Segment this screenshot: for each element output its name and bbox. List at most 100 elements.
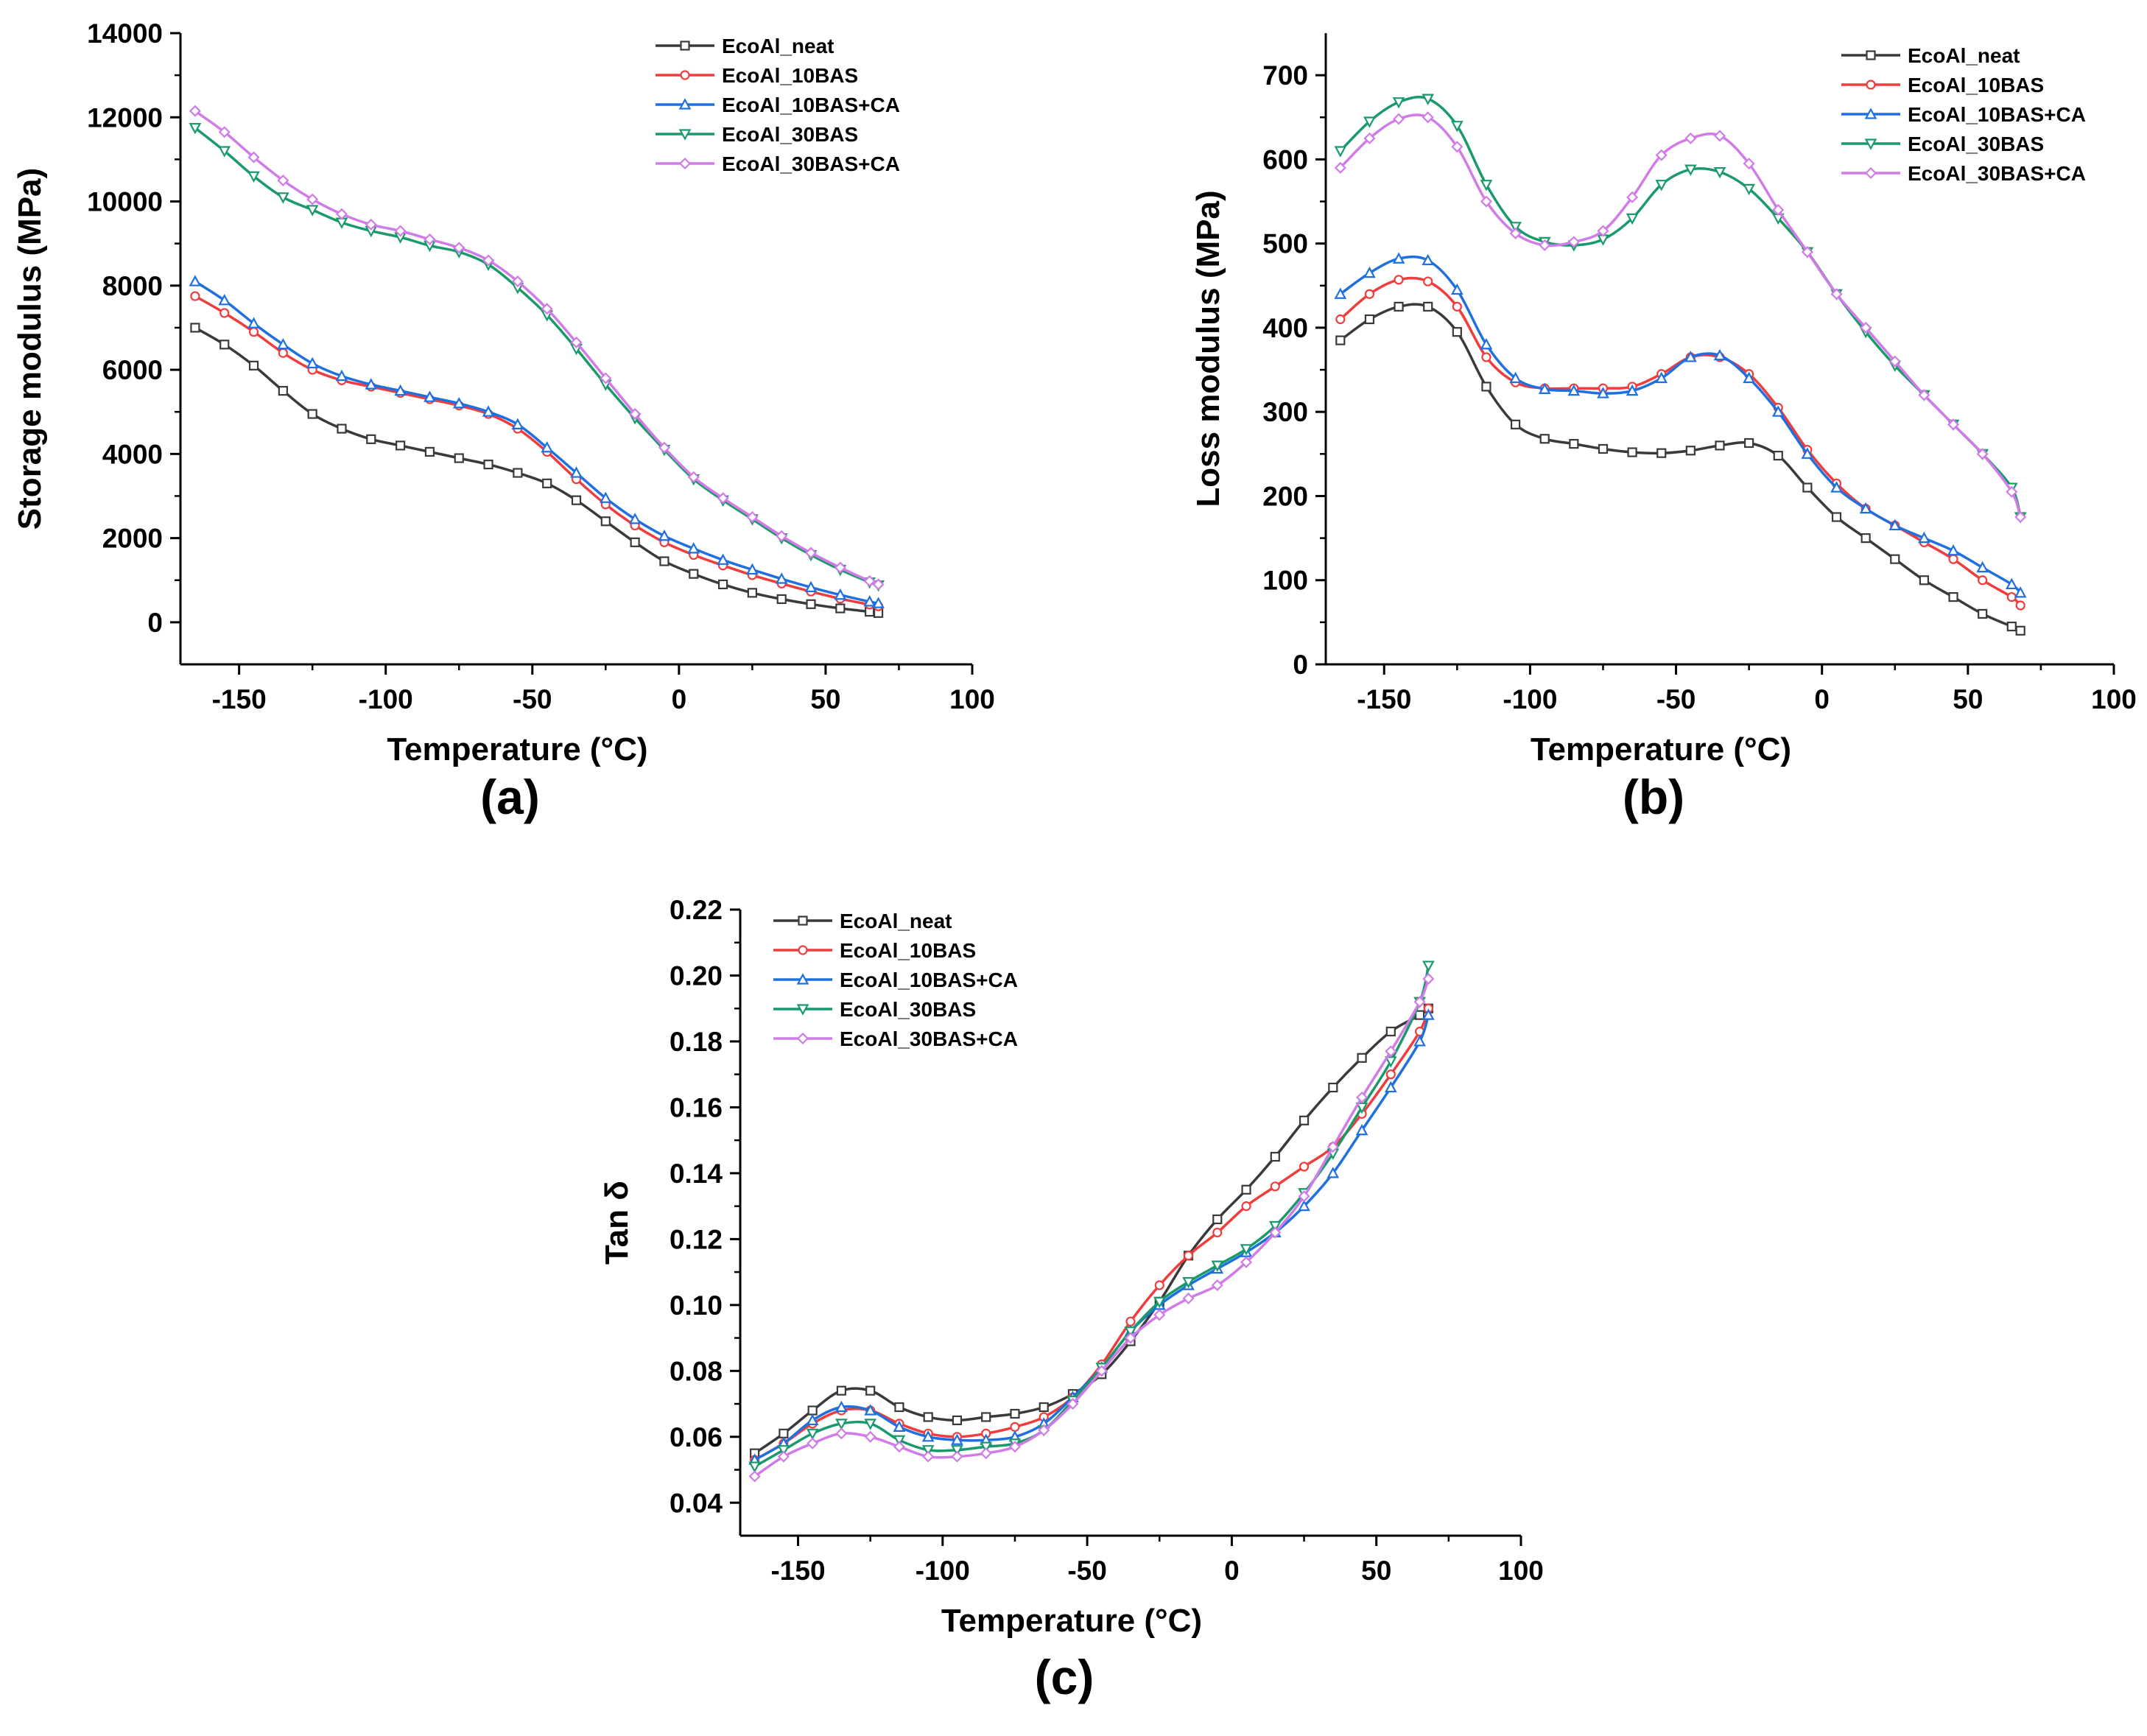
data-point bbox=[1860, 533, 1871, 544]
data-point bbox=[1713, 130, 1726, 142]
data-point bbox=[1509, 227, 1522, 240]
data-point bbox=[1385, 1045, 1397, 1058]
data-point bbox=[1655, 149, 1668, 161]
data-point bbox=[1743, 158, 1755, 170]
data-point bbox=[1598, 443, 1609, 454]
data-point bbox=[1567, 384, 1581, 396]
data-point bbox=[599, 491, 612, 503]
data-point bbox=[1384, 1080, 1397, 1093]
data-point bbox=[1801, 447, 1814, 459]
data-point bbox=[1270, 1181, 1280, 1192]
y-tick-label: 0 bbox=[1293, 650, 1308, 680]
y-tick-label: 200 bbox=[1262, 481, 1308, 511]
data-point bbox=[542, 478, 552, 488]
legend-entry: EcoAl_10BAS bbox=[840, 939, 976, 962]
data-point bbox=[2014, 510, 2027, 524]
legend-marker bbox=[678, 129, 692, 141]
data-point bbox=[1655, 180, 1668, 191]
y-tick-label: 0.20 bbox=[670, 960, 723, 991]
data-point bbox=[629, 408, 642, 421]
data-point bbox=[1888, 519, 1902, 531]
data-point bbox=[1393, 113, 1405, 125]
series-line bbox=[194, 110, 879, 586]
data-point bbox=[218, 126, 231, 138]
x-tick-label: -100 bbox=[1503, 684, 1557, 714]
data-point bbox=[1597, 387, 1609, 398]
y-tick-label: 0.06 bbox=[670, 1422, 723, 1452]
data-point bbox=[1422, 960, 1435, 972]
data-point bbox=[306, 356, 319, 369]
data-point bbox=[1685, 446, 1696, 456]
data-point bbox=[1684, 132, 1697, 144]
y-tick-label: 8000 bbox=[102, 271, 163, 301]
data-point bbox=[893, 1420, 906, 1432]
data-point bbox=[394, 225, 407, 237]
data-point bbox=[893, 1435, 906, 1447]
y-tick-label: 600 bbox=[1262, 144, 1308, 175]
series-line bbox=[194, 295, 879, 608]
data-point bbox=[1299, 1115, 1310, 1125]
data-point bbox=[1509, 371, 1522, 384]
data-point bbox=[952, 1415, 963, 1426]
x-tick-label: -100 bbox=[916, 1556, 970, 1586]
legend-entry: EcoAl_30BAS bbox=[840, 998, 976, 1021]
chart-panel-3: -150 -100 -50 0 50 100 0.04 0.06 0.08 0.10 0.12 0.1… bbox=[599, 895, 1544, 1704]
y-tick-label: 6000 bbox=[102, 355, 163, 385]
data-point bbox=[424, 446, 435, 457]
data-point bbox=[1948, 554, 1958, 564]
y-tick-label: 0 bbox=[147, 608, 163, 638]
legend: EcoAl_neat EcoAl_10BAS EcoAl_10BAS+CA EcoAl… bbox=[1841, 44, 2086, 185]
data-point bbox=[1422, 972, 1435, 985]
data-point bbox=[922, 1450, 935, 1463]
data-point bbox=[1976, 560, 1989, 573]
data-point bbox=[775, 572, 788, 584]
y-tick-label: 10000 bbox=[87, 187, 163, 217]
data-point bbox=[658, 441, 671, 454]
data-point bbox=[1860, 321, 1872, 334]
data-point bbox=[1452, 327, 1462, 337]
legend-entry: EcoAl_30BAS+CA bbox=[1908, 162, 2086, 185]
data-point bbox=[806, 599, 816, 609]
y-tick-label: 0.04 bbox=[670, 1488, 723, 1518]
data-point bbox=[1038, 1424, 1050, 1436]
data-point bbox=[1355, 1123, 1368, 1136]
data-point bbox=[483, 460, 493, 470]
data-point bbox=[1182, 1276, 1195, 1289]
x-tick-label: 50 bbox=[1953, 684, 1983, 714]
legend-entry: EcoAl_10BAS+CA bbox=[840, 969, 1018, 991]
data-point bbox=[872, 578, 885, 591]
y-tick-label: 400 bbox=[1262, 313, 1308, 343]
data-point bbox=[248, 360, 259, 370]
data-point bbox=[1326, 1167, 1340, 1178]
legend-marker bbox=[680, 41, 690, 51]
data-point bbox=[687, 471, 700, 483]
data-point bbox=[1422, 94, 1435, 105]
data-point bbox=[687, 542, 700, 554]
series-EcoAl_30BAS+CA bbox=[748, 972, 1435, 1483]
data-point bbox=[1978, 575, 1988, 586]
data-point bbox=[2006, 621, 2017, 632]
data-point bbox=[1334, 146, 1347, 158]
chart-panel-2: -150 -100 -50 0 50 100 0 100 200 300 400 500 600 700 T… bbox=[1190, 33, 2137, 824]
data-point bbox=[189, 122, 202, 135]
series-EcoAl_30BAS bbox=[189, 122, 885, 592]
data-point bbox=[921, 1430, 935, 1442]
data-point bbox=[189, 105, 201, 117]
data-point bbox=[1212, 1227, 1223, 1238]
data-point bbox=[1947, 544, 1960, 556]
x-tick-label: -150 bbox=[770, 1556, 825, 1586]
data-point bbox=[1772, 203, 1785, 217]
data-point bbox=[541, 440, 554, 453]
data-point bbox=[1656, 448, 1667, 458]
data-point bbox=[277, 337, 289, 350]
data-point bbox=[306, 205, 319, 217]
data-point bbox=[1268, 1220, 1282, 1233]
data-point bbox=[1830, 288, 1843, 301]
data-point bbox=[600, 372, 612, 384]
data-point bbox=[2015, 600, 2025, 611]
data-point bbox=[981, 1412, 991, 1422]
data-point bbox=[600, 516, 611, 527]
data-point bbox=[1423, 276, 1433, 287]
data-point bbox=[1211, 1279, 1223, 1292]
data-point bbox=[2015, 625, 2025, 636]
